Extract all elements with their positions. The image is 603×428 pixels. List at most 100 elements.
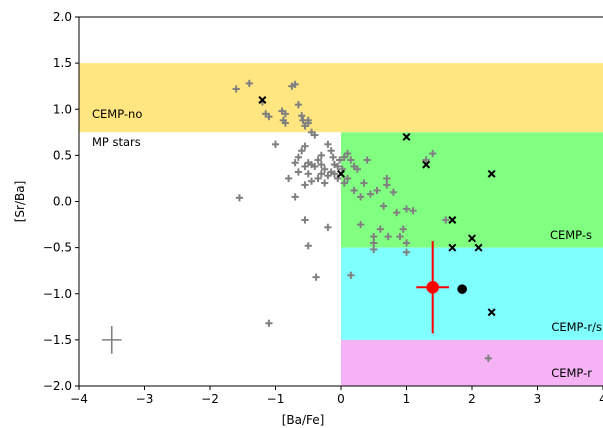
data-point-plus bbox=[327, 147, 335, 155]
data-point-plus bbox=[324, 172, 332, 180]
data-point-plus bbox=[343, 149, 352, 158]
data-point-plus bbox=[245, 79, 253, 88]
data-point-plus bbox=[350, 186, 358, 195]
data-point-plus bbox=[232, 85, 240, 93]
x-stroke-b bbox=[402, 132, 411, 141]
data-point-black-circle bbox=[457, 284, 467, 294]
x-tick-label: 0 bbox=[337, 392, 345, 406]
x-tick-label: 4 bbox=[599, 392, 603, 406]
region-label-mp-stars: MP stars bbox=[92, 135, 141, 149]
region-label-cemp-r-s: CEMP-r/s bbox=[551, 320, 602, 334]
x-stroke-b bbox=[258, 96, 267, 105]
x-tick-label: −3 bbox=[136, 392, 154, 406]
data-point-plus bbox=[357, 220, 365, 229]
data-point-x bbox=[467, 234, 477, 243]
region-label-cemp-no: CEMP-no bbox=[92, 107, 142, 121]
region-cemp-r bbox=[341, 339, 603, 386]
data-point-plus bbox=[373, 186, 381, 195]
data-point-plus bbox=[298, 112, 306, 120]
data-point-plus bbox=[304, 242, 312, 250]
x-tick-label: −4 bbox=[70, 392, 88, 406]
data-point-plus bbox=[294, 168, 303, 176]
data-point-plus bbox=[265, 113, 273, 121]
data-point-plus bbox=[340, 179, 348, 187]
data-point-plus bbox=[442, 216, 450, 224]
data-point-plus bbox=[301, 181, 309, 189]
region-cemp-s bbox=[341, 132, 603, 248]
x-tick-label: −1 bbox=[267, 392, 285, 406]
data-point-plus bbox=[343, 174, 352, 183]
region-cemp-no bbox=[79, 63, 603, 133]
data-point-plus bbox=[321, 179, 329, 187]
x-axis-title: [Ba/Fe] bbox=[282, 413, 325, 427]
data-point-plus bbox=[347, 271, 355, 279]
data-point-x bbox=[258, 96, 267, 105]
x-tick-label: 3 bbox=[534, 392, 542, 406]
data-point-x bbox=[487, 308, 496, 317]
data-point-plus bbox=[307, 177, 316, 185]
data-point-plus bbox=[336, 156, 344, 164]
region-mp-stars bbox=[79, 132, 341, 386]
data-point-plus bbox=[271, 140, 280, 148]
data-point-plus bbox=[311, 162, 319, 171]
data-point-plus bbox=[370, 239, 378, 247]
data-point-plus bbox=[317, 161, 325, 169]
data-point-x bbox=[448, 215, 457, 224]
data-point-plus bbox=[265, 319, 273, 327]
data-point-plus bbox=[281, 119, 289, 127]
data-point-plus bbox=[409, 207, 417, 215]
data-point-plus bbox=[422, 156, 430, 164]
data-point-plus bbox=[353, 165, 361, 173]
data-point-plus bbox=[301, 216, 309, 224]
y-tick-label: −1.0 bbox=[43, 287, 72, 301]
data-point-plus bbox=[360, 179, 368, 187]
data-point-red-errorbar bbox=[416, 241, 450, 334]
data-point-plus bbox=[298, 147, 306, 155]
axes-layer: −4 −3 −2 −1 0 1 2 3 4 −2.0 −1.5 −1.0 −0.5 0.0 0.5 1.0 1.… bbox=[13, 10, 603, 427]
data-point-plus bbox=[301, 162, 309, 171]
data-point-plus bbox=[384, 232, 392, 241]
data-point-x bbox=[474, 243, 483, 252]
data-point-plus bbox=[484, 354, 492, 362]
typical-error-bar bbox=[101, 326, 122, 354]
y-tick-label: 1.0 bbox=[53, 102, 72, 116]
data-point-plus bbox=[317, 151, 325, 159]
region-label-cemp-s: CEMP-s bbox=[550, 228, 592, 242]
data-point-plus bbox=[366, 190, 375, 198]
data-point-plus bbox=[379, 202, 388, 210]
data-point-plus bbox=[235, 194, 244, 202]
data-point-plus bbox=[402, 205, 411, 213]
x-stroke-b bbox=[474, 243, 483, 252]
x-tick-label: −2 bbox=[201, 392, 219, 406]
y-tick-label: 0.5 bbox=[53, 148, 72, 162]
data-point-x bbox=[487, 169, 496, 178]
data-point-plus bbox=[324, 223, 332, 231]
x-tick-label: 1 bbox=[403, 392, 411, 406]
data-point-plus bbox=[321, 165, 329, 173]
data-point-plus bbox=[294, 101, 303, 109]
data-point-plus bbox=[311, 131, 319, 139]
data-point-plus bbox=[429, 149, 437, 158]
y-tick-label: 1.5 bbox=[53, 56, 72, 70]
data-point-plus bbox=[370, 245, 378, 254]
y-tick-label: 0.0 bbox=[53, 195, 72, 209]
data-point-plus bbox=[291, 80, 299, 88]
y-tick-label: −0.5 bbox=[43, 241, 72, 255]
data-point-plus bbox=[312, 273, 320, 281]
data-point-plus bbox=[304, 119, 312, 127]
data-point-plus bbox=[334, 162, 342, 171]
data-point-plus bbox=[285, 174, 293, 183]
data-point-plus bbox=[301, 142, 309, 150]
x-stroke-b bbox=[448, 215, 457, 224]
data-point-plus bbox=[291, 193, 299, 201]
y-tick-label: −1.5 bbox=[43, 333, 72, 347]
data-point-plus bbox=[383, 181, 391, 189]
x-tick-label: 2 bbox=[468, 392, 476, 406]
labels-layer: CEMP-no MP stars CEMP-s CEMP-r/s CEMP-r bbox=[92, 107, 602, 380]
data-point-plus bbox=[357, 193, 365, 201]
data-point-plus bbox=[294, 153, 303, 161]
data-point-plus bbox=[389, 188, 397, 196]
data-point-plus bbox=[330, 170, 339, 178]
x-stroke-b bbox=[336, 169, 346, 178]
region-layer bbox=[79, 63, 603, 386]
